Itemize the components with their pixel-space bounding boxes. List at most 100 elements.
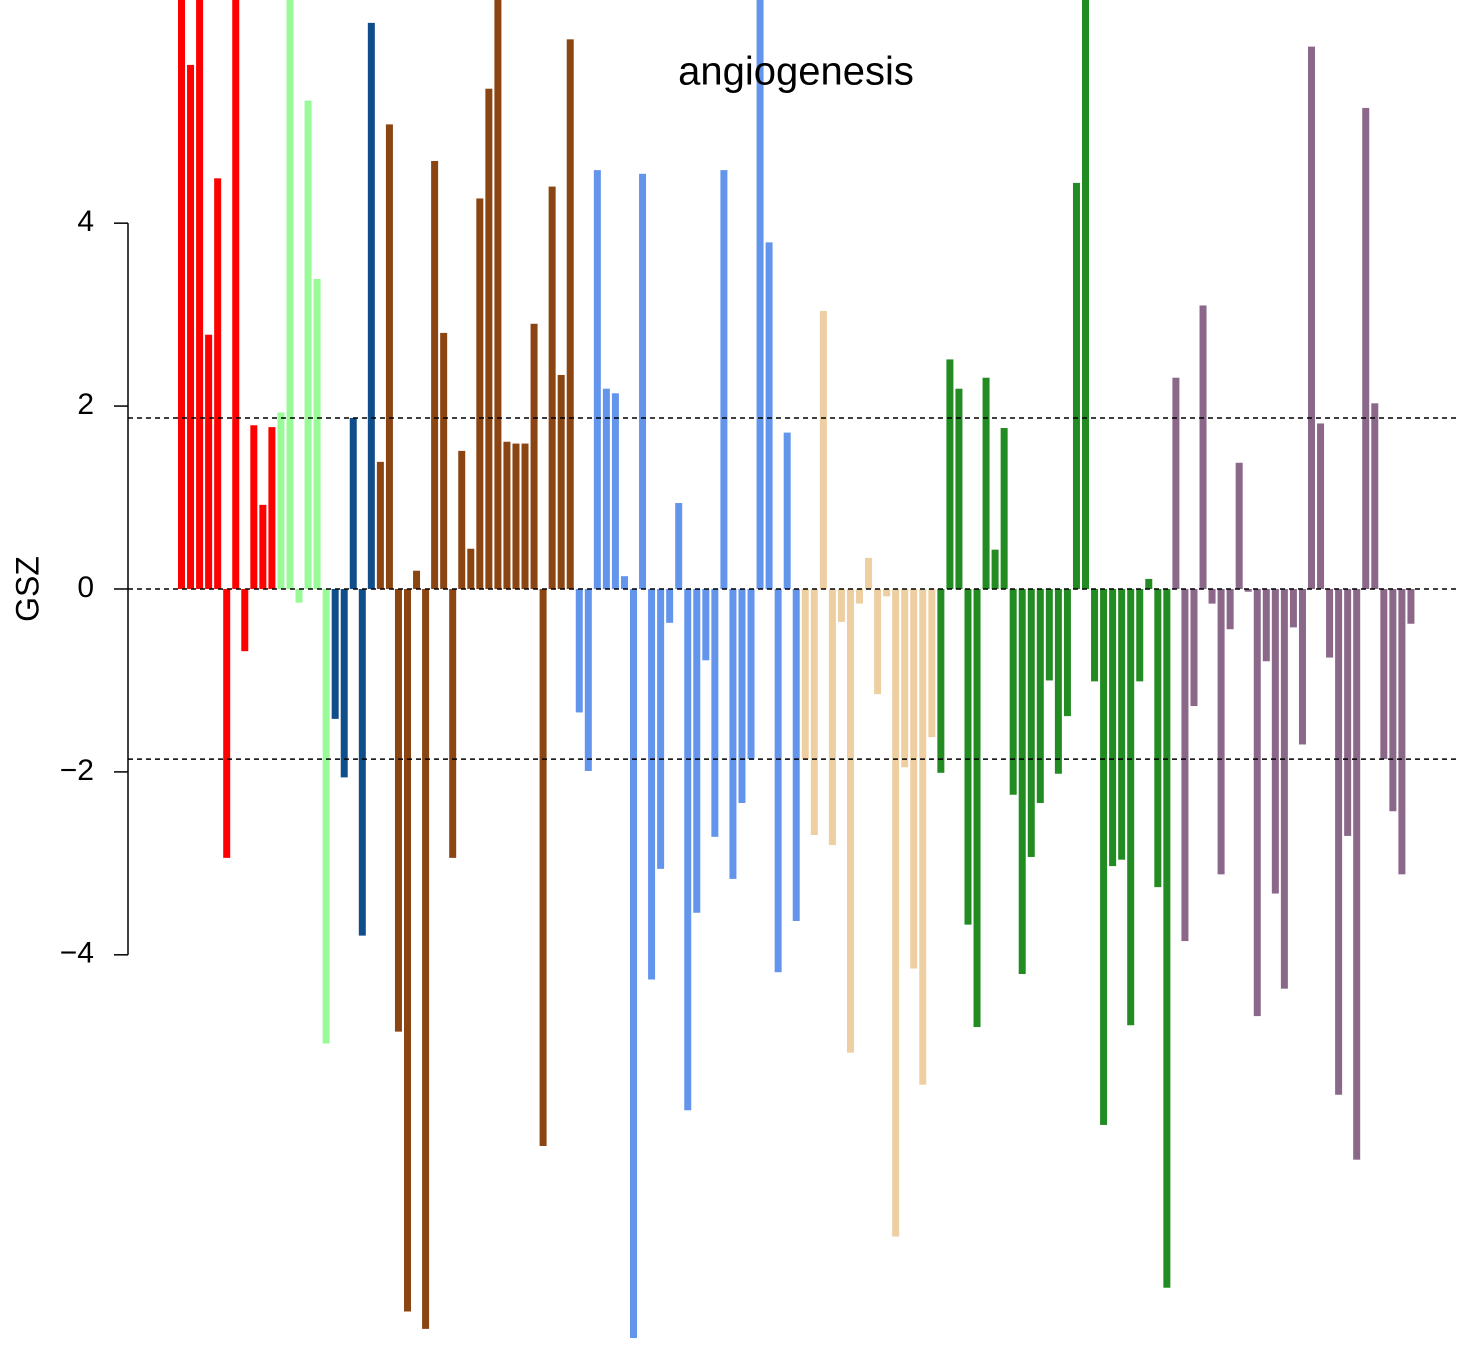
- bar: [476, 198, 484, 589]
- bar: [810, 588, 818, 836]
- bar: [1036, 588, 1044, 803]
- bar: [1172, 377, 1180, 589]
- bar: [919, 588, 927, 1085]
- bar: [1335, 588, 1343, 1095]
- y-tick-label: 2: [77, 388, 94, 421]
- bar: [566, 39, 574, 589]
- bar: [548, 186, 556, 589]
- bar: [331, 588, 339, 719]
- bar: [1118, 588, 1126, 860]
- bar: [738, 588, 746, 803]
- bar: [684, 588, 692, 1111]
- bar: [1398, 588, 1406, 875]
- bar: [1407, 588, 1415, 624]
- bar: [584, 588, 592, 771]
- bar: [1009, 588, 1017, 795]
- bar: [295, 588, 303, 603]
- bar: [1145, 578, 1153, 589]
- bar: [1298, 588, 1306, 745]
- bar: [910, 588, 918, 969]
- bar: [1127, 588, 1135, 1026]
- bar: [1226, 588, 1234, 630]
- bar: [648, 588, 656, 980]
- bar: [1109, 588, 1117, 867]
- bar: [964, 588, 972, 925]
- bar: [675, 503, 683, 589]
- bar: [819, 310, 827, 589]
- bar: [449, 588, 457, 858]
- bar: [268, 427, 276, 589]
- bar: [666, 588, 674, 623]
- bar: [657, 588, 665, 869]
- bar: [883, 588, 891, 597]
- bar: [1208, 588, 1216, 604]
- bar: [1190, 588, 1198, 707]
- y-tick-label: −4: [60, 937, 94, 970]
- bar: [946, 359, 954, 589]
- bar: [611, 393, 619, 589]
- bar: [196, 0, 204, 589]
- bar: [214, 178, 222, 589]
- bar: [747, 588, 755, 760]
- bar: [440, 332, 448, 589]
- bar: [178, 0, 185, 589]
- bar: [521, 443, 529, 589]
- bar: [1326, 588, 1334, 658]
- y-axis-label: GSZ: [9, 556, 45, 622]
- bar: [1154, 588, 1162, 888]
- bar: [422, 588, 430, 1329]
- bar: [575, 588, 583, 713]
- bar: [955, 388, 963, 589]
- bar: [1063, 588, 1071, 717]
- bar: [467, 548, 475, 589]
- bar: [711, 588, 719, 837]
- bar: [991, 549, 999, 589]
- bar: [286, 0, 294, 589]
- bar: [277, 412, 285, 589]
- bar: [1317, 423, 1325, 589]
- bar: [783, 432, 791, 589]
- bar: [1000, 428, 1008, 589]
- bar: [729, 588, 737, 879]
- bar: [602, 388, 610, 589]
- bar: [856, 588, 863, 604]
- bar: [1136, 588, 1144, 682]
- bar: [620, 576, 628, 589]
- bar: [404, 588, 411, 1312]
- bar: [1253, 588, 1261, 1017]
- bar: [937, 588, 945, 773]
- bar: [1344, 588, 1352, 836]
- bar: [1199, 305, 1207, 589]
- bar: [1262, 588, 1270, 662]
- bar: [846, 588, 854, 1053]
- bar: [792, 588, 800, 921]
- bar: [557, 374, 565, 589]
- bar: [503, 441, 511, 589]
- bar: [1353, 588, 1361, 1160]
- bar: [1235, 462, 1243, 589]
- bar: [892, 588, 900, 1237]
- bar: [322, 588, 330, 1044]
- bars: [178, 0, 1415, 1339]
- bar: [494, 0, 502, 589]
- bar: [1380, 588, 1388, 760]
- bar: [837, 588, 845, 622]
- bar: [1018, 588, 1026, 975]
- bar: [1045, 588, 1053, 681]
- bar: [801, 588, 809, 760]
- bar: [539, 588, 547, 1146]
- bar: [385, 124, 393, 589]
- bar: [1163, 588, 1171, 1288]
- bar: [693, 588, 701, 913]
- y-tick-label: 0: [77, 571, 94, 604]
- bar: [512, 443, 520, 589]
- bar: [349, 417, 357, 589]
- bar: [1072, 182, 1080, 589]
- bar: [901, 588, 909, 768]
- bar: [485, 88, 493, 589]
- bar: [828, 588, 836, 846]
- bar: [458, 450, 466, 589]
- bar: [874, 588, 882, 695]
- bar: [756, 0, 764, 589]
